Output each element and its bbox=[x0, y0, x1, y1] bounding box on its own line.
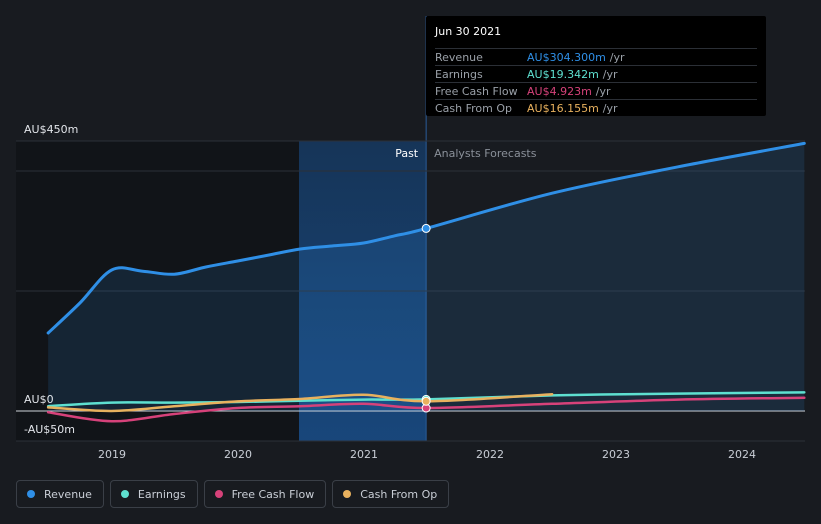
legend-label: Earnings bbox=[137, 487, 186, 501]
legend-item-free-cash-flow[interactable]: Free Cash Flow bbox=[203, 480, 327, 508]
tooltip-row: Revenue AU$304.300m/yr bbox=[435, 48, 757, 66]
x-tick-label: 2023 bbox=[602, 448, 630, 461]
y-tick-label: AU$450m bbox=[24, 123, 79, 136]
legend-item-revenue[interactable]: Revenue bbox=[16, 480, 104, 508]
legend-label: Cash From Op bbox=[360, 487, 438, 501]
y-tick-label: -AU$50m bbox=[24, 423, 76, 436]
marker-cash-from-op bbox=[421, 396, 431, 406]
forecast-label: Analysts Forecasts bbox=[434, 147, 537, 160]
tooltip-label: Revenue bbox=[435, 51, 483, 64]
series-line-free-cash-flow bbox=[46, 396, 806, 423]
past-label: Past bbox=[395, 147, 419, 160]
tooltip-value: AU$16.155m/yr bbox=[527, 102, 618, 115]
tooltip-row: Earnings AU$19.342m/yr bbox=[435, 65, 757, 83]
tooltip-value: AU$304.300m/yr bbox=[527, 51, 625, 64]
legend-dot-icon bbox=[214, 490, 223, 498]
y-tick-label: AU$0 bbox=[24, 393, 54, 406]
legend-dot-icon bbox=[120, 490, 129, 498]
tooltip-label: Earnings bbox=[435, 68, 483, 81]
tooltip-value: AU$19.342m/yr bbox=[527, 68, 618, 81]
x-tick-label: 2024 bbox=[728, 448, 756, 461]
tooltip-label: Cash From Op bbox=[435, 102, 513, 115]
legend-label: Free Cash Flow bbox=[231, 487, 315, 501]
x-tick-label: 2021 bbox=[350, 448, 378, 461]
tooltip-value: AU$4.923m/yr bbox=[527, 85, 611, 98]
legend-item-cash-from-op[interactable]: Cash From Op bbox=[332, 480, 450, 508]
series-area-revenue bbox=[48, 143, 805, 411]
chart-legend: Revenue Earnings Free Cash Flow Cash Fro… bbox=[16, 480, 450, 510]
legend-label: Revenue bbox=[44, 487, 92, 501]
chart-tooltip: Jun 30 2021 Revenue AU$304.300m/yr Earni… bbox=[426, 16, 766, 116]
tooltip-label: Free Cash Flow bbox=[435, 85, 518, 98]
x-tick-label: 2020 bbox=[224, 448, 252, 461]
series-line-revenue bbox=[46, 141, 806, 335]
series-line-earnings bbox=[46, 391, 806, 408]
tooltip-row: Cash From Op AU$16.155m/yr bbox=[435, 99, 757, 117]
x-tick-label: 2022 bbox=[476, 448, 504, 461]
marker-revenue bbox=[421, 223, 431, 233]
tooltip-date: Jun 30 2021 bbox=[435, 25, 502, 38]
legend-dot-icon bbox=[343, 490, 352, 498]
tooltip-row: Free Cash Flow AU$4.923m/yr bbox=[435, 82, 757, 100]
x-tick-label: 2019 bbox=[98, 448, 126, 461]
legend-dot-icon bbox=[27, 490, 35, 498]
legend-item-earnings[interactable]: Earnings bbox=[109, 480, 198, 508]
